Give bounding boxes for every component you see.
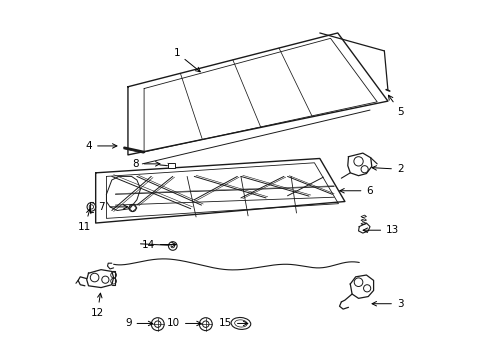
- Text: 5: 5: [387, 95, 403, 117]
- Text: 15: 15: [218, 319, 247, 328]
- Text: 2: 2: [371, 164, 403, 174]
- Text: 14: 14: [142, 239, 176, 249]
- Text: 3: 3: [371, 299, 403, 309]
- Text: 13: 13: [363, 225, 399, 235]
- Text: 1: 1: [173, 48, 200, 72]
- Text: 8: 8: [132, 159, 160, 169]
- Text: 9: 9: [124, 319, 152, 328]
- Text: 7: 7: [98, 202, 127, 212]
- Text: 11: 11: [78, 209, 91, 231]
- Bar: [167, 163, 175, 168]
- Ellipse shape: [234, 320, 246, 327]
- Text: 4: 4: [85, 141, 117, 151]
- Text: 6: 6: [339, 186, 372, 196]
- Text: 12: 12: [91, 293, 104, 318]
- Text: 10: 10: [166, 319, 201, 328]
- Ellipse shape: [231, 318, 250, 329]
